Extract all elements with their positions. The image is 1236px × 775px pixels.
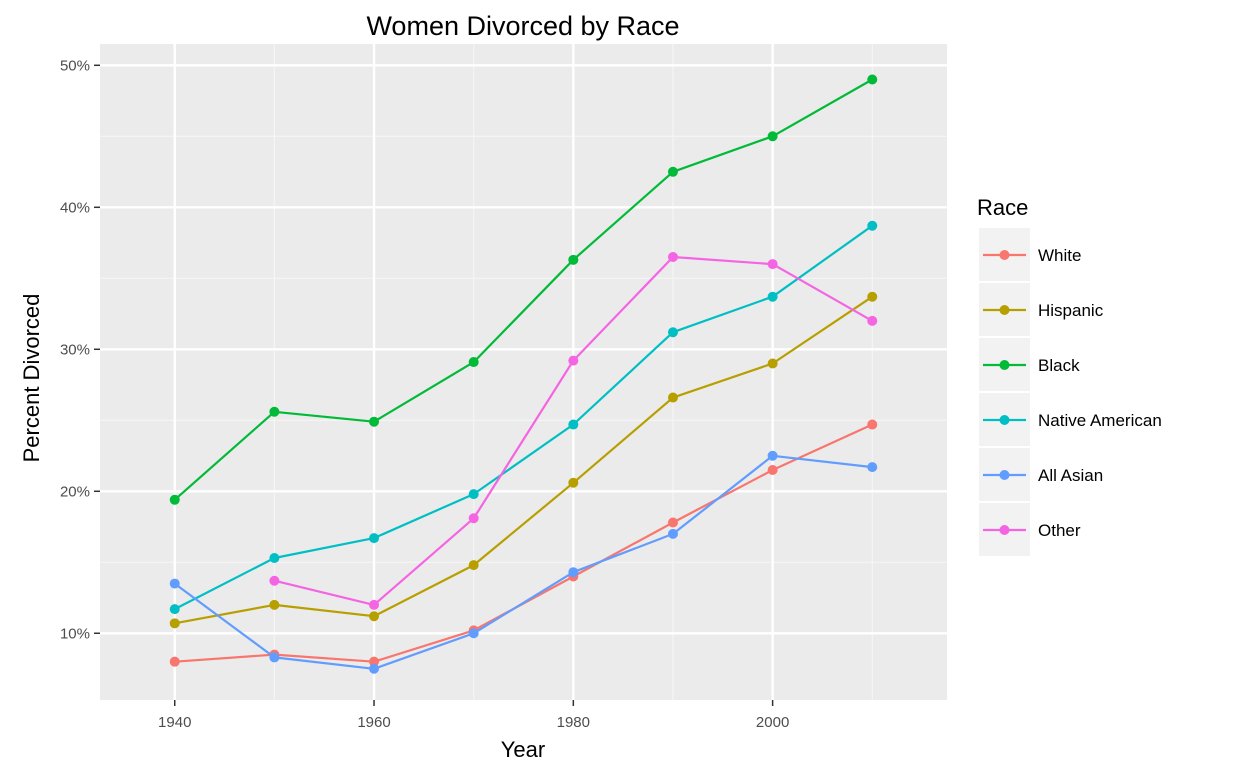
data-point-white (169, 656, 180, 667)
data-point-native-american (369, 533, 380, 544)
grid-major (100, 44, 947, 700)
legend-item-white: White (979, 228, 1081, 281)
data-point-hispanic (867, 291, 878, 302)
y-axis-title: Percent Divorced (19, 294, 44, 463)
legend-item-other: Other (979, 503, 1081, 556)
series-line-hispanic (174, 295, 873, 625)
data-point-hispanic (667, 392, 678, 403)
legend-item-hispanic: Hispanic (979, 283, 1104, 336)
series-native-american (169, 220, 878, 615)
legend-label: Black (1038, 356, 1080, 375)
legend-key-point (999, 360, 1010, 370)
y-tick-label: 30% (60, 341, 90, 358)
data-point-all-asian (369, 663, 380, 674)
data-point-other (867, 315, 878, 326)
x-tick-label: 1980 (557, 714, 590, 731)
data-point-all-asian (568, 567, 579, 578)
legend-item-native-american: Native American (979, 393, 1162, 446)
data-point-black (568, 254, 579, 265)
legend-key-point (999, 415, 1010, 425)
data-point-other (767, 259, 778, 270)
legend-label: White (1038, 246, 1081, 265)
data-point-other (667, 251, 678, 262)
data-point-hispanic (568, 477, 579, 488)
y-tick-label: 10% (60, 625, 90, 642)
data-point-all-asian (169, 578, 180, 589)
series-black (169, 74, 878, 505)
data-point-native-american (468, 489, 479, 500)
x-tick-label: 1940 (158, 714, 191, 731)
legend: Race White Hispanic Black Native American Al… (977, 195, 1162, 556)
legend-key-point (999, 525, 1010, 535)
data-point-white (369, 656, 380, 667)
data-point-white (667, 517, 678, 528)
data-point-other (369, 599, 380, 610)
legend-label: All Asian (1038, 466, 1103, 485)
legend-label: Hispanic (1038, 301, 1104, 320)
data-point-black (269, 406, 280, 417)
data-point-black (767, 131, 778, 142)
legend-key-point (999, 305, 1010, 315)
y-tick-label: 50% (60, 57, 90, 74)
data-point-black (468, 357, 479, 368)
data-point-white (867, 419, 878, 430)
data-point-black (667, 166, 678, 177)
data-point-other (468, 513, 479, 524)
data-point-hispanic (767, 358, 778, 369)
legend-key-point (999, 250, 1010, 260)
legend-item-all-asian: All Asian (979, 448, 1103, 501)
data-point-all-asian (767, 450, 778, 461)
data-point-all-asian (667, 528, 678, 539)
grid-minor (100, 44, 947, 700)
data-point-white (767, 464, 778, 475)
data-point-other (568, 355, 579, 366)
series-hispanic (169, 291, 878, 629)
y-axis: 10% 20% 30% 40% 50% (60, 57, 100, 642)
x-tick-label: 1960 (357, 714, 390, 731)
data-point-all-asian (468, 628, 479, 639)
series-other (269, 251, 878, 610)
legend-label: Other (1038, 521, 1081, 540)
data-point-native-american (767, 291, 778, 302)
legend-label: Native American (1038, 411, 1162, 430)
data-point-hispanic (468, 560, 479, 571)
data-point-black (169, 494, 180, 505)
data-point-hispanic (269, 599, 280, 610)
data-point-native-american (667, 327, 678, 338)
series-line-black (173, 78, 873, 501)
legend-item-black: Black (979, 338, 1080, 391)
data-point-hispanic (369, 611, 380, 622)
y-tick-label: 40% (60, 199, 90, 216)
data-point-black (369, 416, 380, 427)
data-point-black (867, 74, 878, 85)
data-point-native-american (867, 220, 878, 231)
series-layer (169, 74, 878, 674)
y-tick-label: 20% (60, 483, 90, 500)
chart-title: Women Divorced by Race (366, 11, 679, 41)
data-point-native-american (269, 553, 280, 564)
series-line-all-asian (174, 454, 873, 670)
series-all-asian (169, 450, 878, 674)
data-point-all-asian (867, 462, 878, 473)
x-axis-title: Year (501, 737, 545, 762)
x-axis: 1940 1960 1980 2000 (158, 700, 789, 731)
legend-title: Race (977, 195, 1028, 220)
data-point-hispanic (169, 618, 180, 629)
data-point-native-american (169, 604, 180, 615)
legend-key-point (999, 470, 1010, 480)
data-point-other (269, 575, 280, 586)
x-tick-label: 2000 (756, 714, 789, 731)
data-point-all-asian (269, 652, 280, 663)
data-point-native-american (568, 419, 579, 430)
plot-panel (100, 44, 947, 700)
series-line-native-american (174, 224, 873, 611)
